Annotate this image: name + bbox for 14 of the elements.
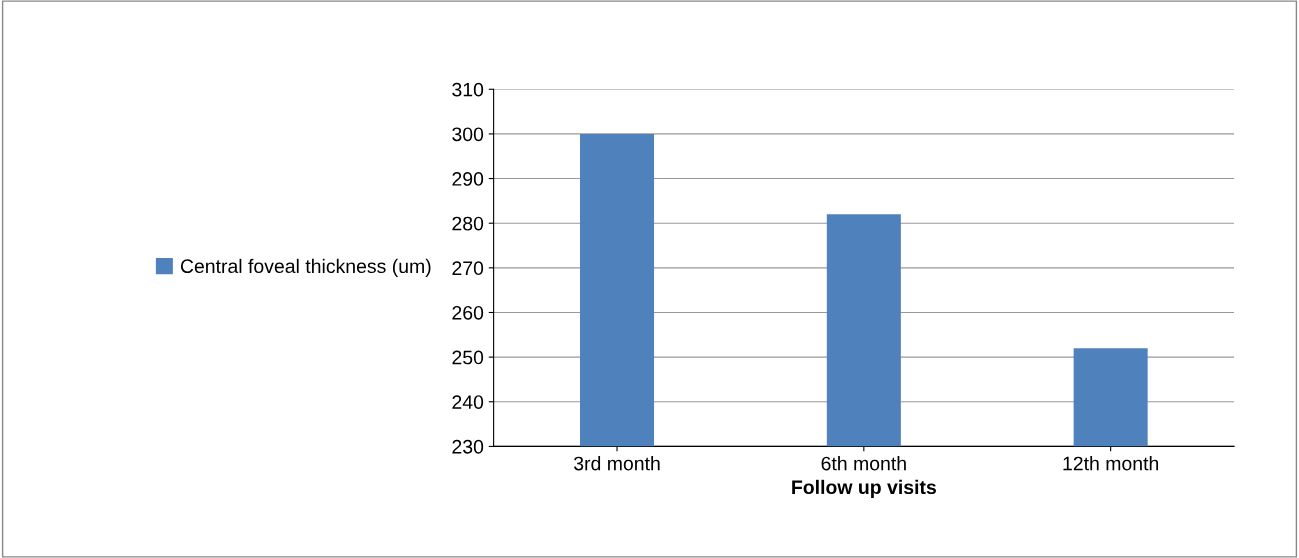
y-tick-label: 230 — [452, 439, 484, 454]
y-tick-label: 260 — [452, 305, 484, 320]
x-tick-label: 12th month — [1063, 456, 1159, 471]
x-tick-label: 3rd month — [574, 456, 660, 471]
y-tick-label: 270 — [452, 261, 484, 276]
x-axis-title: Follow up visits — [792, 479, 936, 498]
y-tick-label: 310 — [452, 82, 484, 97]
x-tick-label: 6th month — [821, 456, 906, 471]
legend-label: Central foveal thickness (um) — [180, 258, 431, 277]
y-tick-label: 300 — [452, 127, 484, 142]
y-tick-label: 290 — [452, 172, 484, 186]
y-tick-label: 280 — [452, 216, 484, 231]
y-tick-label: 250 — [452, 350, 484, 365]
y-tick-label: 240 — [452, 395, 484, 409]
